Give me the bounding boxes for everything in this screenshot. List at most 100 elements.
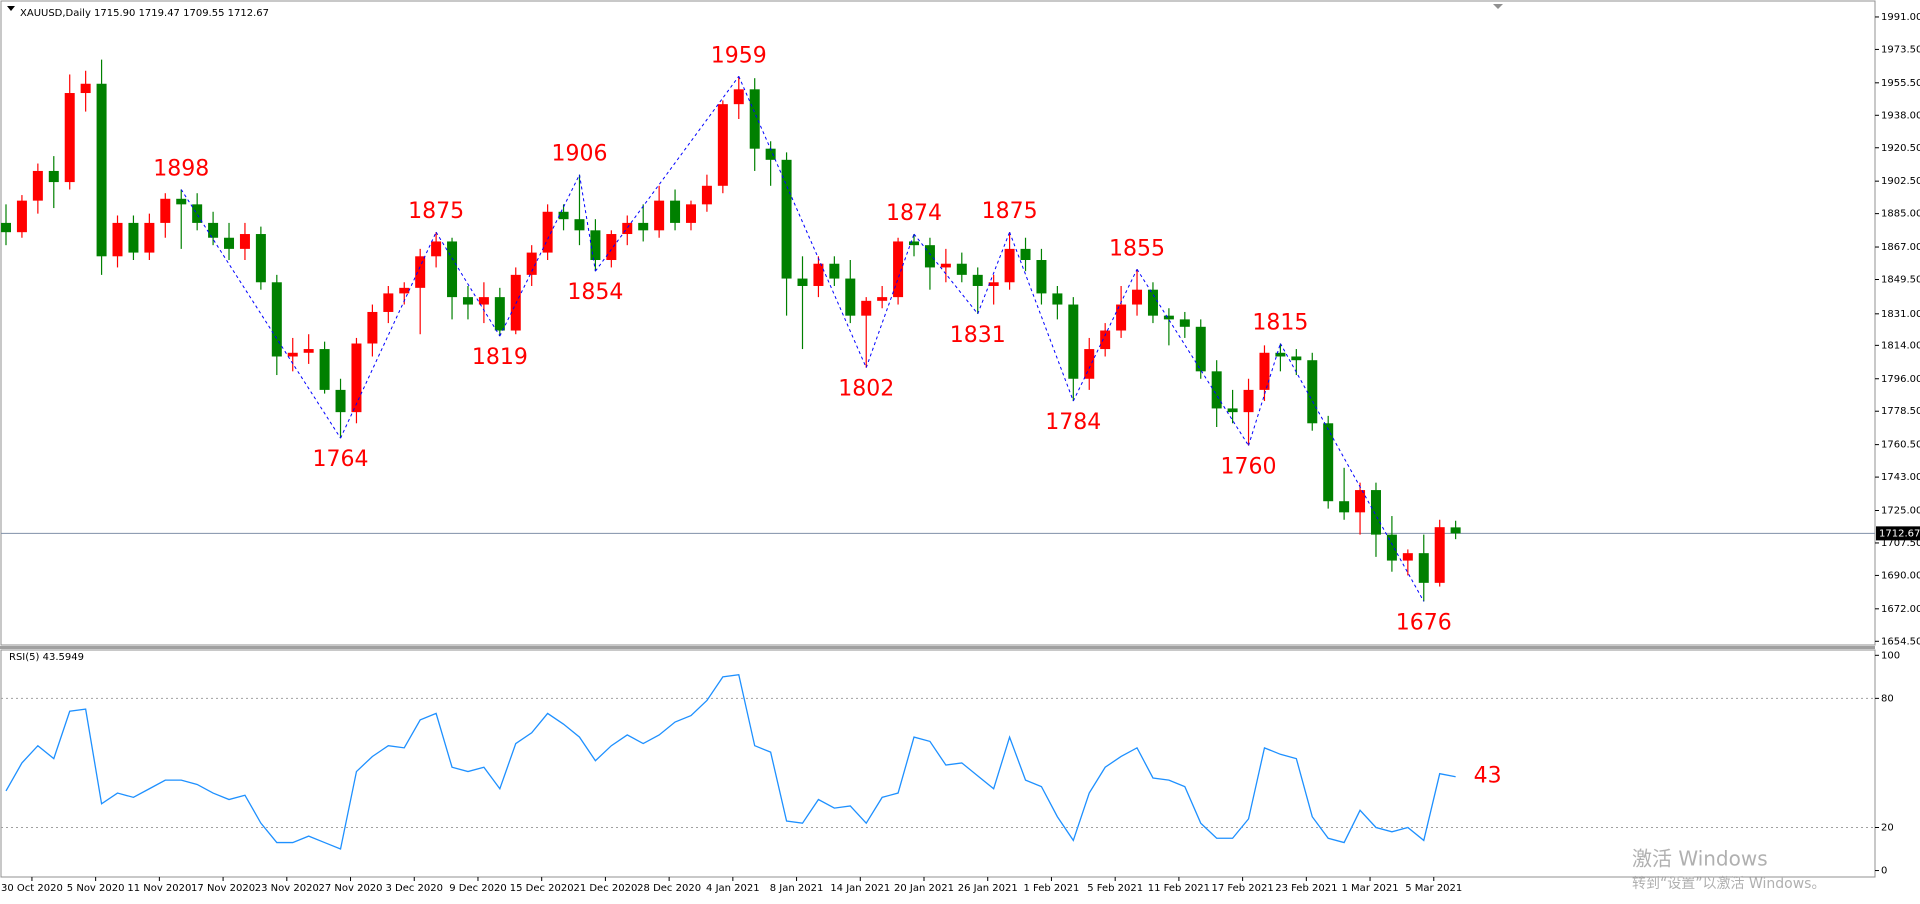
- candle-body: [670, 200, 681, 223]
- y-tick-label: 80: [1881, 693, 1894, 704]
- candle-body: [797, 278, 808, 286]
- candle-body: [717, 104, 728, 186]
- candle-body: [1052, 293, 1063, 305]
- candle-body: [494, 297, 505, 331]
- candle-body: [749, 89, 760, 149]
- candle-body: [1020, 248, 1031, 261]
- y-tick-label: 1955.50: [1881, 78, 1920, 89]
- candle-body: [1132, 289, 1143, 305]
- candle-body: [574, 219, 585, 231]
- candle-body: [128, 222, 139, 253]
- candle-body: [351, 343, 362, 413]
- y-tick-label: 1690.00: [1881, 570, 1920, 581]
- candle-body: [1434, 527, 1445, 583]
- x-tick-label: 26 Jan 2021: [958, 883, 1018, 894]
- x-tick-label: 1 Feb 2021: [1024, 883, 1080, 894]
- zigzag-label: 1784: [1045, 410, 1101, 435]
- candle-body: [112, 222, 123, 257]
- x-tick-label: 17 Feb 2021: [1211, 883, 1273, 894]
- candle-body: [335, 389, 346, 413]
- x-tick-label: 15 Dec 2020: [510, 883, 574, 894]
- y-tick-label: 1973.50: [1881, 44, 1920, 55]
- y-tick-label: 0: [1881, 866, 1887, 877]
- candle-body: [431, 241, 442, 257]
- chart-title: XAUUSD,Daily 1715.90 1719.47 1709.55 171…: [20, 8, 269, 19]
- candle-body: [845, 278, 856, 316]
- zigzag-line: [865, 233, 915, 368]
- candle-body: [1100, 330, 1111, 350]
- x-tick-label: 9 Dec 2020: [449, 883, 507, 894]
- y-tick-label: 1672.00: [1881, 604, 1920, 615]
- candle-body: [144, 222, 155, 253]
- candle-body: [701, 185, 712, 205]
- candle-body: [765, 148, 776, 160]
- candle-body: [542, 211, 553, 253]
- y-tick-label: 1885.00: [1881, 209, 1920, 220]
- x-tick-label: 28 Dec 2020: [637, 883, 701, 894]
- zigzag-line: [435, 231, 501, 337]
- candle-body: [287, 352, 298, 357]
- candle-body: [367, 311, 378, 344]
- zigzag-line: [1279, 343, 1425, 602]
- candle-body: [909, 241, 920, 246]
- candle-body: [972, 274, 983, 286]
- candle-body: [399, 287, 410, 294]
- y-tick-label: 1796.00: [1881, 374, 1920, 385]
- zigzag-line: [340, 231, 437, 439]
- candle-body: [1307, 360, 1318, 424]
- x-tick-label: 20 Jan 2021: [894, 883, 954, 894]
- candle-body: [1068, 304, 1079, 379]
- x-tick-label: 5 Mar 2021: [1405, 883, 1462, 894]
- y-tick-label: 1778.50: [1881, 406, 1920, 417]
- y-tick-label: 20: [1881, 822, 1894, 833]
- zigzag-label: 1959: [711, 43, 767, 68]
- candle-body: [988, 282, 999, 286]
- rsi-last-label: 43: [1474, 764, 1502, 789]
- y-tick-label: 1991.00: [1881, 12, 1920, 23]
- candle-body: [224, 237, 235, 249]
- x-tick-label: 3 Dec 2020: [385, 883, 443, 894]
- candle-body: [1036, 260, 1047, 294]
- candle-body: [271, 282, 282, 357]
- candle-body: [1450, 527, 1461, 534]
- zigzag-label: 1906: [551, 142, 607, 167]
- candle-body: [893, 241, 904, 298]
- zigzag-label: 1854: [567, 280, 623, 305]
- candle-body: [32, 170, 43, 201]
- candle-body: [208, 222, 219, 238]
- candle-body: [1163, 315, 1174, 320]
- x-tick-label: 23 Feb 2021: [1275, 883, 1337, 894]
- x-tick-label: 30 Oct 2020: [1, 883, 63, 894]
- candle-body: [1291, 356, 1302, 361]
- candle-body: [462, 297, 473, 305]
- y-tick-label: 1725.00: [1881, 505, 1920, 516]
- candle-body: [1195, 326, 1206, 372]
- candle-body: [558, 211, 569, 220]
- candle-body: [383, 293, 394, 312]
- y-tick-label: 1831.00: [1881, 309, 1920, 320]
- zigzag-line: [499, 174, 580, 337]
- x-tick-label: 5 Nov 2020: [67, 883, 125, 894]
- rsi-title: RSI(5) 43.5949: [9, 652, 84, 663]
- candle-body: [447, 241, 458, 298]
- candle-body: [48, 170, 59, 183]
- candle-body: [940, 263, 951, 268]
- watermark-sub: 转到“设置”以激活 Windows。: [1632, 875, 1825, 892]
- y-tick-label: 1760.50: [1881, 440, 1920, 451]
- candle-body: [1243, 389, 1254, 413]
- candle-body: [829, 263, 840, 279]
- zigzag-line: [180, 189, 341, 439]
- candle-body: [1370, 490, 1381, 535]
- zigzag-line: [913, 233, 979, 315]
- zigzag-line: [1072, 269, 1138, 402]
- candle-body: [733, 89, 744, 105]
- candle-body: [1259, 352, 1270, 390]
- rsi-panel-frame: [0, 649, 1876, 878]
- rsi-line: [5, 673, 1456, 850]
- candle-body: [16, 200, 27, 233]
- candle-body: [319, 349, 330, 390]
- candle-body: [192, 204, 203, 223]
- price-panel-frame: [0, 0, 1876, 646]
- zigzag-label: 1831: [950, 323, 1006, 348]
- zigzag-line: [977, 231, 1011, 314]
